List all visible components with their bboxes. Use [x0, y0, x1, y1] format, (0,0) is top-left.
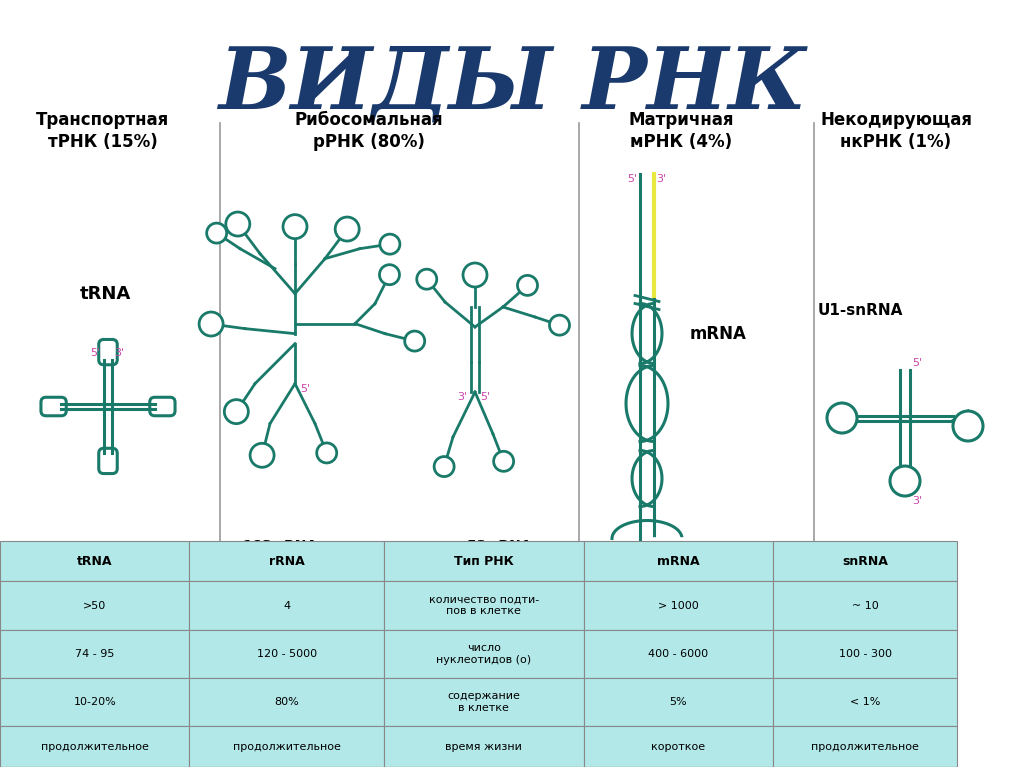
FancyBboxPatch shape: [189, 541, 384, 581]
Text: продолжительное: продолжительное: [41, 742, 148, 752]
Text: 4: 4: [284, 601, 290, 611]
FancyBboxPatch shape: [773, 541, 957, 581]
FancyBboxPatch shape: [189, 726, 384, 767]
Circle shape: [226, 212, 250, 236]
Text: 5': 5': [480, 392, 490, 402]
Text: Рибосомальная
рРНК (80%): Рибосомальная рРНК (80%): [294, 111, 443, 151]
Circle shape: [380, 265, 399, 285]
Text: mRNA: mRNA: [657, 555, 699, 568]
Text: число
нуклеотидов (о): число нуклеотидов (о): [436, 643, 531, 665]
Text: Транспортная
тРНК (15%): Транспортная тРНК (15%): [36, 111, 169, 151]
Text: 5': 5': [912, 358, 923, 368]
FancyBboxPatch shape: [584, 581, 773, 630]
FancyBboxPatch shape: [189, 678, 384, 726]
Circle shape: [224, 400, 249, 423]
FancyBboxPatch shape: [384, 581, 584, 630]
FancyBboxPatch shape: [150, 397, 175, 416]
Text: mRNA: mRNA: [690, 324, 746, 343]
Circle shape: [207, 223, 226, 243]
FancyBboxPatch shape: [0, 581, 189, 630]
Text: >50: >50: [83, 601, 106, 611]
FancyBboxPatch shape: [584, 726, 773, 767]
Text: < 1%: < 1%: [850, 697, 881, 707]
Text: Матричная
мРНК (4%): Матричная мРНК (4%): [628, 111, 734, 151]
FancyBboxPatch shape: [0, 630, 189, 678]
Text: 3': 3': [115, 347, 124, 357]
Circle shape: [953, 411, 983, 441]
Circle shape: [283, 215, 307, 239]
FancyBboxPatch shape: [189, 581, 384, 630]
FancyBboxPatch shape: [384, 630, 584, 678]
Text: ВИДЫ РНК: ВИДЫ РНК: [218, 42, 806, 126]
Text: содержание
в клетке: содержание в клетке: [447, 691, 520, 713]
Text: количество подти-
пов в клетке: количество подти- пов в клетке: [429, 594, 539, 617]
Text: продолжительное: продолжительное: [232, 742, 341, 752]
Text: 5': 5': [91, 347, 100, 357]
Text: 5': 5': [300, 384, 310, 393]
Text: короткое: короткое: [651, 742, 706, 752]
Text: 100 - 300: 100 - 300: [839, 649, 892, 659]
Circle shape: [316, 443, 337, 463]
FancyBboxPatch shape: [41, 397, 67, 416]
Circle shape: [250, 443, 274, 467]
Text: tRNA: tRNA: [77, 555, 113, 568]
FancyBboxPatch shape: [384, 678, 584, 726]
FancyBboxPatch shape: [584, 630, 773, 678]
Circle shape: [199, 312, 223, 336]
FancyBboxPatch shape: [0, 726, 189, 767]
Text: ~ 10: ~ 10: [852, 601, 879, 611]
Text: 74 - 95: 74 - 95: [75, 649, 115, 659]
FancyBboxPatch shape: [773, 630, 957, 678]
FancyBboxPatch shape: [773, 726, 957, 767]
Circle shape: [494, 451, 514, 471]
Text: 5': 5': [627, 173, 637, 183]
Text: tRNA: tRNA: [80, 285, 131, 303]
Text: 5S-rRNA: 5S-rRNA: [467, 539, 532, 553]
FancyBboxPatch shape: [773, 581, 957, 630]
Circle shape: [417, 269, 437, 289]
Text: 3': 3': [912, 496, 923, 506]
Text: snRNA: snRNA: [843, 555, 888, 568]
Text: Некодирующая
нкРНК (1%): Некодирующая нкРНК (1%): [820, 111, 972, 151]
Text: 10-20%: 10-20%: [74, 697, 116, 707]
Text: Тип РНК: Тип РНК: [454, 555, 514, 568]
Text: 3': 3': [457, 392, 467, 402]
Circle shape: [890, 466, 920, 496]
Text: 5%: 5%: [670, 697, 687, 707]
FancyBboxPatch shape: [384, 726, 584, 767]
Circle shape: [404, 331, 425, 351]
Circle shape: [434, 456, 454, 476]
Text: U1-snRNA: U1-snRNA: [817, 303, 903, 318]
FancyBboxPatch shape: [189, 630, 384, 678]
FancyBboxPatch shape: [384, 541, 584, 581]
FancyBboxPatch shape: [98, 448, 118, 473]
Text: 80%: 80%: [274, 697, 299, 707]
Circle shape: [335, 217, 359, 241]
Text: время жизни: время жизни: [445, 742, 522, 752]
Text: 3': 3': [656, 173, 667, 183]
Circle shape: [550, 315, 569, 335]
Text: > 1000: > 1000: [658, 601, 698, 611]
FancyBboxPatch shape: [98, 340, 118, 365]
Circle shape: [827, 403, 857, 433]
Text: rRNA: rRNA: [269, 555, 304, 568]
Text: 120 - 5000: 120 - 5000: [257, 649, 316, 659]
FancyBboxPatch shape: [584, 678, 773, 726]
FancyBboxPatch shape: [773, 678, 957, 726]
Circle shape: [380, 234, 400, 254]
FancyBboxPatch shape: [0, 541, 189, 581]
FancyBboxPatch shape: [584, 541, 773, 581]
Text: 400 - 6000: 400 - 6000: [648, 649, 709, 659]
Circle shape: [463, 263, 487, 287]
FancyBboxPatch shape: [0, 678, 189, 726]
Circle shape: [517, 275, 538, 295]
Text: 16S-rRNA: 16S-rRNA: [243, 539, 317, 553]
Text: продолжительное: продолжительное: [811, 742, 920, 752]
